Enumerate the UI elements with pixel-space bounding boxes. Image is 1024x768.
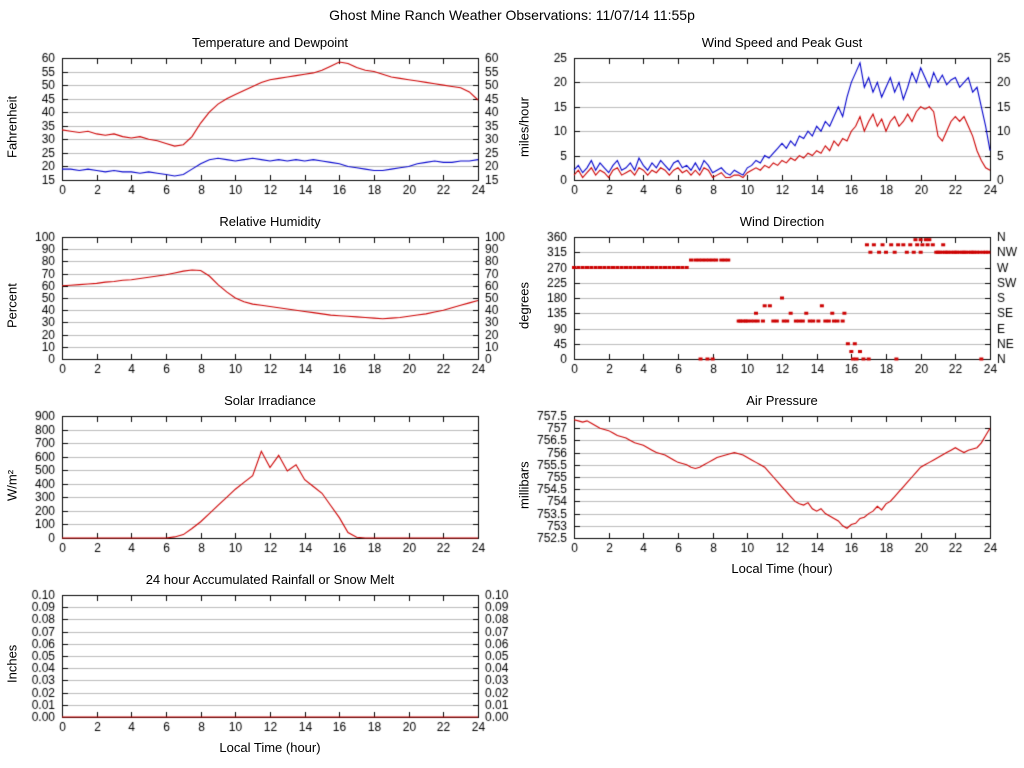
page-title: Ghost Mine Ranch Weather Observations: 1… [329, 7, 695, 23]
temperature-dewpoint-chart: Temperature and Dewpoint Fahrenheit [0, 34, 512, 220]
solar-irradiance-plot [0, 410, 512, 560]
x-axis-label: Local Time (hour) [219, 740, 321, 755]
chart-title: Air Pressure [746, 393, 818, 408]
chart-title: Wind Direction [739, 214, 825, 229]
relative-humidity-chart: Relative Humidity Percent [0, 213, 512, 399]
temperature-dewpoint-plot [0, 52, 512, 202]
chart-title: Wind Speed and Peak Gust [701, 35, 863, 50]
wind-direction-chart: Wind Direction degrees [512, 213, 1024, 399]
chart-title: Solar Irradiance [224, 393, 316, 408]
wind-speed-gust-chart: Wind Speed and Peak Gust miles/hour [512, 34, 1024, 220]
rainfall-chart: 24 hour Accumulated Rainfall or Snow Mel… [0, 571, 512, 757]
chart-title: 24 hour Accumulated Rainfall or Snow Mel… [145, 572, 395, 587]
wind-direction-plot [512, 231, 1024, 381]
air-pressure-plot [512, 410, 1024, 560]
solar-irradiance-chart: Solar Irradiance W/m² [0, 392, 512, 578]
wind-speed-gust-plot [512, 52, 1024, 202]
chart-title: Temperature and Dewpoint [191, 35, 349, 50]
air-pressure-chart: Air Pressure millibars Local Time (hour) [512, 392, 1024, 578]
x-axis-label: Local Time (hour) [731, 561, 833, 576]
chart-title: Relative Humidity [219, 214, 321, 229]
rainfall-plot [0, 589, 512, 739]
relative-humidity-plot [0, 231, 512, 381]
